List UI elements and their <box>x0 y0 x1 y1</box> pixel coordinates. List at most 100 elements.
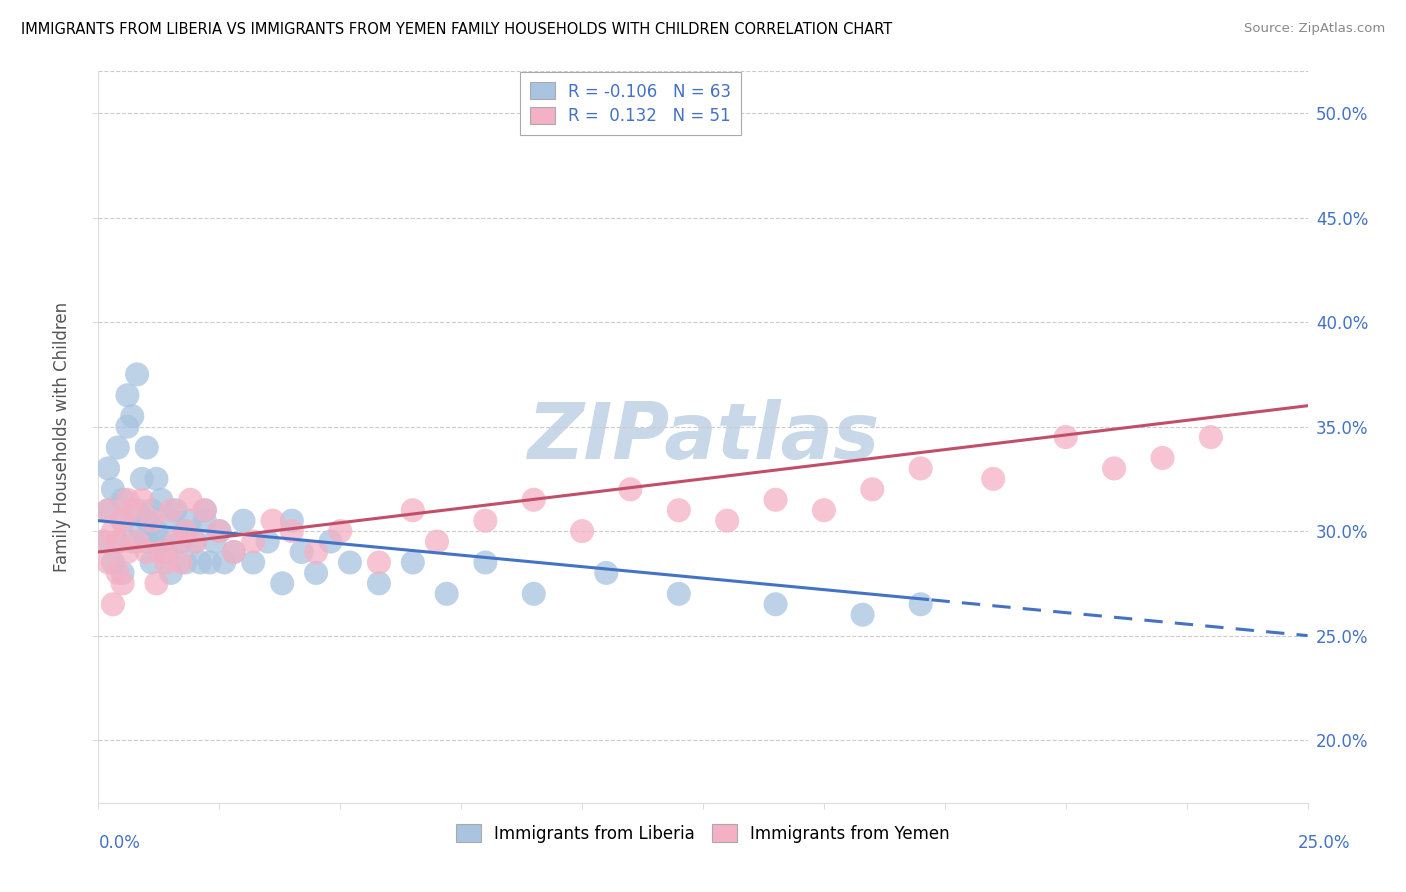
Point <box>150 545 173 559</box>
Point <box>208 524 231 538</box>
Point <box>131 472 153 486</box>
Point <box>222 545 245 559</box>
Point <box>145 576 167 591</box>
Point <box>981 472 1004 486</box>
Point <box>117 388 139 402</box>
Point <box>107 534 129 549</box>
Point <box>222 545 245 559</box>
Point <box>145 524 167 538</box>
Point <box>160 514 183 528</box>
Point <box>121 409 143 424</box>
Point <box>111 514 134 528</box>
Point <box>668 503 690 517</box>
Point <box>281 514 304 528</box>
Point <box>204 534 226 549</box>
Point <box>91 534 114 549</box>
Point <box>150 534 173 549</box>
Point <box>97 503 120 517</box>
Point <box>174 524 197 538</box>
Point <box>765 597 787 611</box>
Point <box>194 503 217 517</box>
Point <box>198 556 221 570</box>
Point <box>474 556 496 570</box>
Point <box>571 524 593 538</box>
Point <box>305 545 328 559</box>
Point <box>127 503 149 517</box>
Point <box>256 534 278 549</box>
Point <box>101 597 124 611</box>
Point <box>329 524 352 538</box>
Point <box>765 492 787 507</box>
Point <box>212 556 235 570</box>
Point <box>97 503 120 517</box>
Point <box>121 534 143 549</box>
Point <box>174 556 197 570</box>
Point <box>155 556 177 570</box>
Point <box>184 534 207 549</box>
Point <box>117 545 139 559</box>
Point <box>179 514 201 528</box>
Point <box>145 472 167 486</box>
Point <box>368 556 391 570</box>
Point <box>131 492 153 507</box>
Point <box>1152 450 1174 465</box>
Point <box>111 576 134 591</box>
Point <box>107 566 129 580</box>
Point <box>242 534 264 549</box>
Point <box>368 576 391 591</box>
Point <box>135 514 157 528</box>
Y-axis label: Family Households with Children: Family Households with Children <box>53 302 72 572</box>
Point <box>668 587 690 601</box>
Point <box>135 545 157 559</box>
Point <box>619 483 641 497</box>
Point <box>117 492 139 507</box>
Point <box>127 368 149 382</box>
Legend: Immigrants from Liberia, Immigrants from Yemen: Immigrants from Liberia, Immigrants from… <box>450 818 956 849</box>
Point <box>208 524 231 538</box>
Point <box>910 461 932 475</box>
Point <box>111 566 134 580</box>
Point <box>813 503 835 517</box>
Point <box>402 503 425 517</box>
Point <box>160 566 183 580</box>
Point <box>910 597 932 611</box>
Point <box>1199 430 1222 444</box>
Point <box>174 524 197 538</box>
Point <box>305 566 328 580</box>
Point <box>135 534 157 549</box>
Text: Source: ZipAtlas.com: Source: ZipAtlas.com <box>1244 22 1385 36</box>
Point <box>271 576 294 591</box>
Point <box>160 503 183 517</box>
Point <box>184 534 207 549</box>
Point <box>194 514 217 528</box>
Point <box>101 524 124 538</box>
Point <box>91 534 114 549</box>
Point <box>107 441 129 455</box>
Point <box>523 492 546 507</box>
Point <box>339 556 361 570</box>
Point <box>141 514 163 528</box>
Text: IMMIGRANTS FROM LIBERIA VS IMMIGRANTS FROM YEMEN FAMILY HOUSEHOLDS WITH CHILDREN: IMMIGRANTS FROM LIBERIA VS IMMIGRANTS FR… <box>21 22 893 37</box>
Point <box>290 545 312 559</box>
Point <box>131 524 153 538</box>
Point <box>716 514 738 528</box>
Point <box>101 483 124 497</box>
Point <box>232 514 254 528</box>
Point <box>860 483 883 497</box>
Point <box>436 587 458 601</box>
Point <box>194 503 217 517</box>
Point <box>121 503 143 517</box>
Point <box>179 492 201 507</box>
Point <box>474 514 496 528</box>
Point <box>188 556 211 570</box>
Point <box>319 534 342 549</box>
Point <box>155 545 177 559</box>
Text: 25.0%: 25.0% <box>1298 834 1350 852</box>
Point <box>117 419 139 434</box>
Point <box>135 441 157 455</box>
Point <box>107 534 129 549</box>
Point <box>402 556 425 570</box>
Point <box>141 556 163 570</box>
Point <box>141 503 163 517</box>
Point <box>595 566 617 580</box>
